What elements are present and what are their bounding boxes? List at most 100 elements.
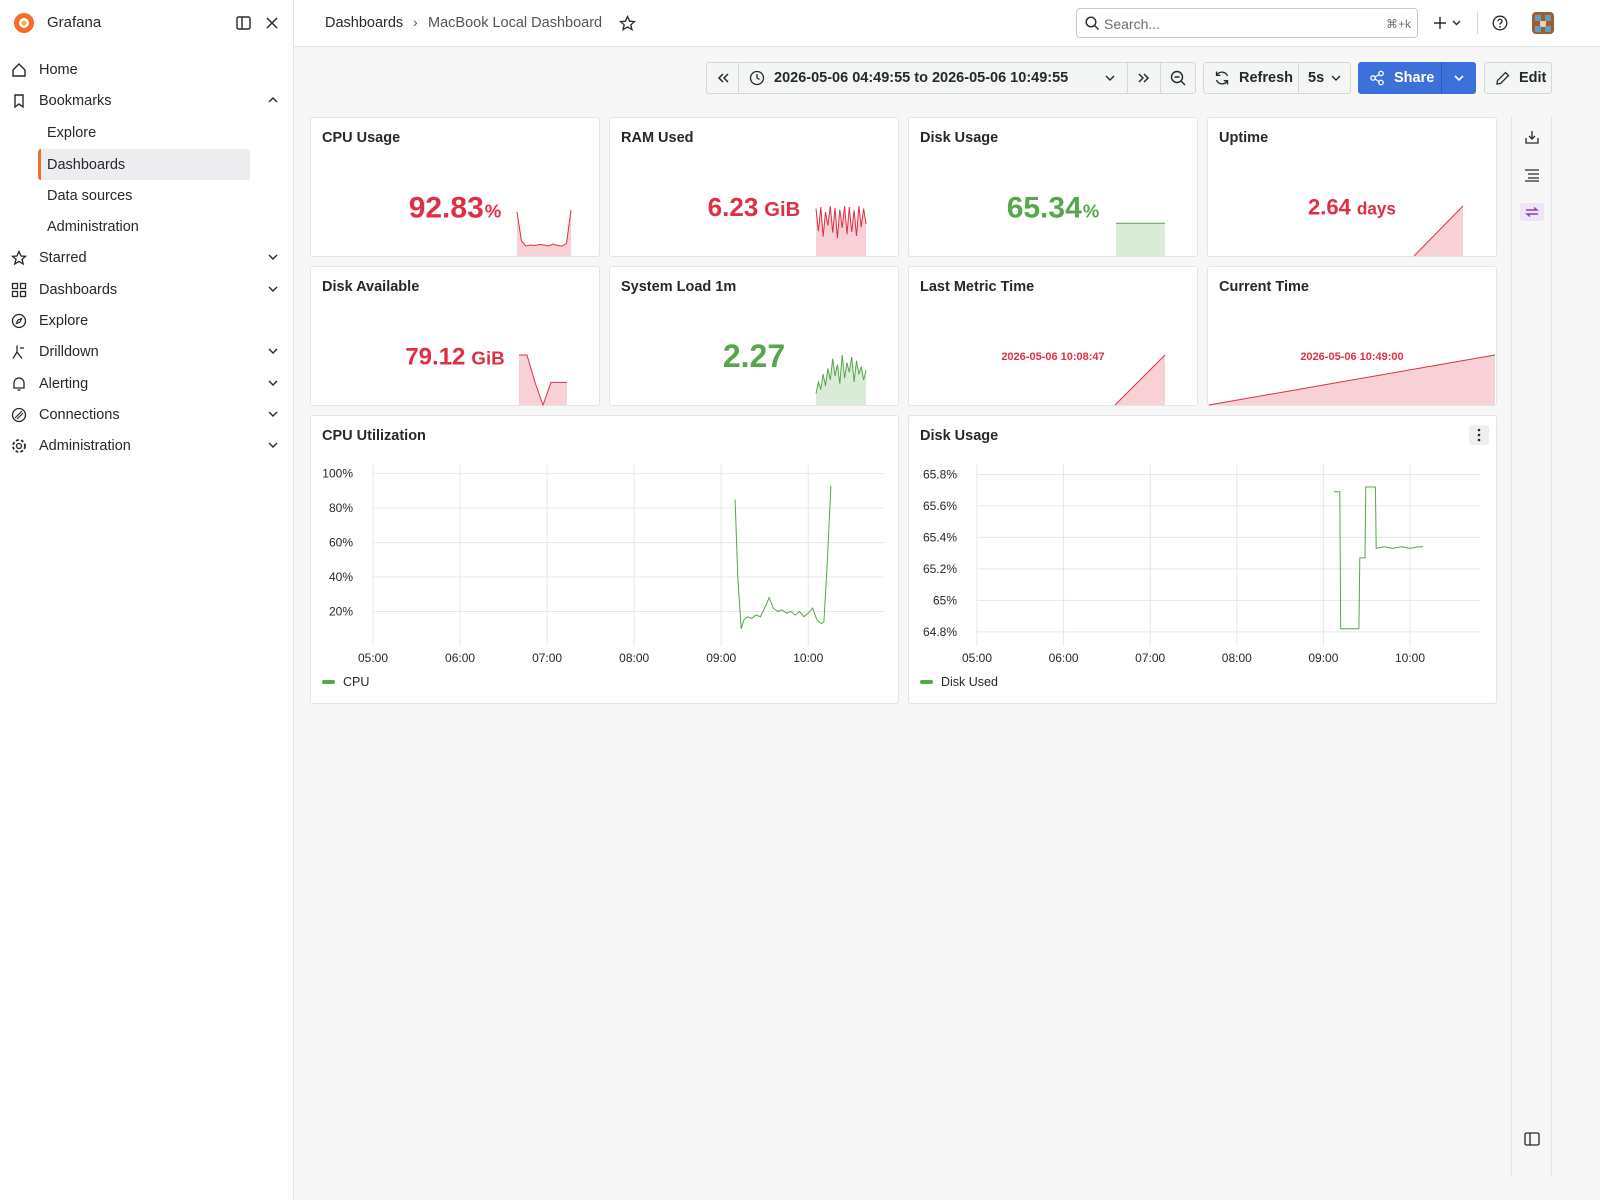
x-tick-label: 08:00 bbox=[619, 651, 649, 665]
x-tick-label: 07:00 bbox=[532, 651, 562, 665]
search-box[interactable]: Search... ⌘+k bbox=[1076, 8, 1418, 38]
switch-icon[interactable] bbox=[1520, 203, 1544, 221]
time-back[interactable] bbox=[706, 62, 739, 94]
brand: Grafana bbox=[47, 14, 102, 31]
x-tick-label: 08:00 bbox=[1222, 651, 1252, 665]
panel: Disk Usage 65.8% 65.6% 65.4% 65.2% 65% 64.8% 05… bbox=[908, 415, 1497, 704]
icon bbox=[717, 73, 729, 83]
y-tick-label: 100% bbox=[322, 467, 353, 481]
panel-title: Disk Usage bbox=[920, 428, 998, 444]
legend-swatch bbox=[920, 680, 933, 684]
nav-item[interactable]: Starred bbox=[0, 243, 293, 273]
export-icon[interactable] bbox=[1524, 129, 1540, 145]
outline-icon[interactable] bbox=[1524, 168, 1540, 182]
chevron bbox=[268, 442, 278, 448]
nav-item[interactable]: Drilldown bbox=[0, 337, 293, 367]
new-menu[interactable] bbox=[1434, 16, 1464, 30]
sparkline bbox=[815, 354, 867, 394]
stat-unit: % bbox=[485, 201, 502, 222]
y-tick-label: 60% bbox=[329, 536, 353, 550]
panel-title: RAM Used bbox=[621, 130, 694, 146]
zoom-out[interactable] bbox=[1160, 62, 1196, 94]
x-tick-label: 09:00 bbox=[706, 651, 736, 665]
search-shortcut: ⌘+k bbox=[1385, 17, 1411, 31]
right-rail bbox=[1511, 117, 1552, 1176]
refresh-interval[interactable]: 5s bbox=[1298, 62, 1351, 94]
stat-value: 2.64 days bbox=[1308, 195, 1396, 220]
time-forward[interactable] bbox=[1127, 62, 1161, 94]
y-tick-label: 65% bbox=[933, 593, 957, 607]
icon bbox=[749, 70, 765, 86]
stat-value: 79.12 GiB bbox=[405, 343, 504, 370]
panel-canvas: Last Metric Time 2026-05-06 10:08:47 bbox=[920, 279, 1166, 406]
y-tick-label: 65.4% bbox=[923, 530, 957, 544]
sparkline bbox=[516, 209, 572, 247]
star-icon[interactable] bbox=[619, 15, 636, 32]
panel-title: System Load 1m bbox=[621, 279, 736, 295]
panel: CPU Utilization 20% 40% 60% 80% 100% 05:00 06:0… bbox=[310, 415, 899, 704]
stat-unit: days bbox=[1357, 199, 1396, 219]
dock-icon[interactable] bbox=[1524, 1132, 1540, 1146]
chevron bbox=[268, 97, 278, 103]
menu-dot bbox=[1477, 428, 1481, 432]
nav-label: Starred bbox=[39, 250, 87, 266]
stat-value: 6.23 GiB bbox=[708, 192, 801, 222]
stat-value: 65.34% bbox=[1007, 192, 1100, 225]
breadcrumb-separator: › bbox=[413, 14, 418, 30]
sparkline bbox=[1208, 354, 1496, 406]
time-range-picker[interactable]: 2026-05-06 04:49:55 to 2026-05-06 10:49:… bbox=[738, 62, 1128, 94]
chevron bbox=[268, 286, 278, 292]
stat-number: 2.27 bbox=[723, 338, 785, 374]
help-icon[interactable] bbox=[1492, 15, 1508, 31]
search-icon bbox=[1085, 16, 1099, 30]
dock-icon[interactable] bbox=[236, 16, 251, 30]
panel-canvas: CPU Utilization 20% 40% 60% 80% 100% 05:00 06:0… bbox=[322, 428, 884, 689]
nav-item[interactable]: Alerting bbox=[0, 369, 293, 399]
nav-item[interactable]: Dashboards bbox=[0, 275, 293, 305]
icon bbox=[12, 345, 24, 359]
edit-button[interactable]: Edit bbox=[1484, 62, 1552, 94]
avatar[interactable] bbox=[1532, 12, 1554, 34]
share-dropdown[interactable] bbox=[1441, 62, 1476, 94]
nav-label: Dashboards bbox=[47, 156, 126, 173]
icon bbox=[1215, 71, 1229, 85]
series-line bbox=[1333, 486, 1423, 630]
nav-item[interactable]: Explore bbox=[0, 306, 293, 336]
panel-canvas: Disk Usage 65.8% 65.6% 65.4% 65.2% 65% 64.8% 05… bbox=[920, 425, 1489, 689]
chevron bbox=[1331, 75, 1341, 81]
nav-item[interactable]: Administration bbox=[0, 431, 293, 461]
icon bbox=[11, 313, 27, 329]
nav-sub-item[interactable]: Dashboards bbox=[38, 149, 250, 180]
share-button[interactable]: Share bbox=[1358, 62, 1442, 94]
panel: Current Time 2026-05-06 10:49:00 bbox=[1207, 266, 1497, 406]
panel-title: Last Metric Time bbox=[920, 279, 1034, 295]
nav-sub-item[interactable]: Data sources bbox=[0, 181, 293, 211]
refresh-label: Refresh bbox=[1239, 70, 1293, 86]
icon bbox=[12, 439, 26, 453]
nav-item[interactable]: Bookmarks bbox=[0, 86, 293, 116]
panel-menu[interactable] bbox=[1469, 425, 1489, 445]
sparkline bbox=[815, 205, 867, 239]
refresh-button[interactable]: Refresh bbox=[1203, 62, 1299, 94]
nav-sub-item[interactable]: Explore bbox=[0, 118, 293, 148]
nav-item[interactable]: Home bbox=[0, 55, 293, 85]
close-icon[interactable] bbox=[266, 17, 278, 29]
sparkline-area bbox=[1116, 223, 1165, 256]
nav-label: Home bbox=[39, 62, 78, 78]
sparkline-area bbox=[517, 210, 571, 256]
nav-item[interactable]: Connections bbox=[0, 400, 293, 430]
y-tick-label: 65.2% bbox=[923, 562, 957, 576]
stat-unit: % bbox=[1083, 201, 1100, 222]
breadcrumb-link[interactable]: Dashboards bbox=[325, 15, 404, 31]
chevron bbox=[268, 348, 278, 354]
icon bbox=[12, 63, 26, 77]
nav-sub-item[interactable]: Administration bbox=[0, 212, 293, 242]
panel-title: Current Time bbox=[1219, 279, 1309, 295]
y-tick-label: 65.6% bbox=[923, 499, 957, 513]
grafana-logo bbox=[14, 13, 34, 33]
chevron bbox=[1105, 75, 1115, 81]
panel: Disk Available 79.12 GiB bbox=[310, 266, 600, 406]
x-tick-label: 07:00 bbox=[1135, 651, 1165, 665]
stat-number: 2026-05-06 10:08:47 bbox=[1001, 351, 1104, 363]
top-bar: Dashboards › MacBook Local Dashboard Sea… bbox=[294, 0, 1600, 47]
